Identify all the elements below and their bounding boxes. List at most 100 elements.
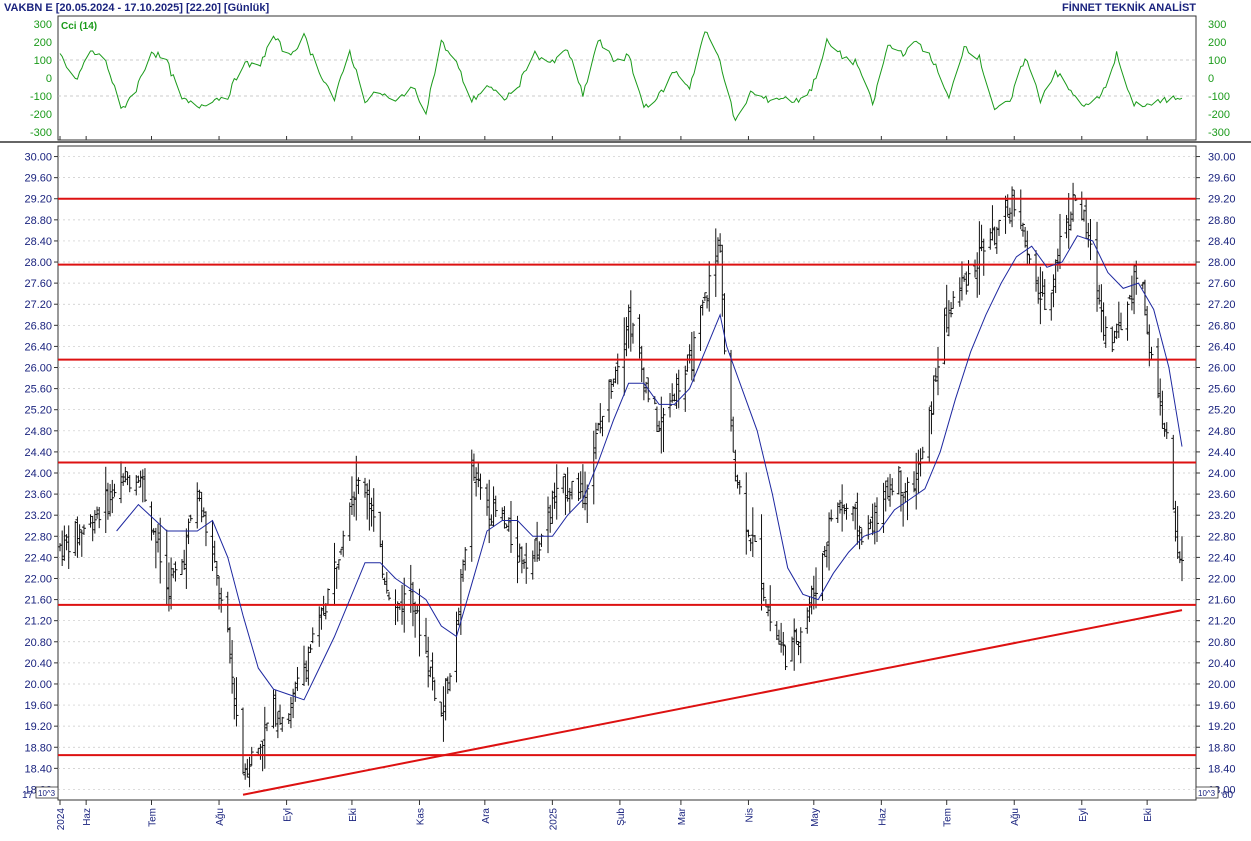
price-tick-label-right: 28.80 <box>1208 215 1236 227</box>
cci-tick-label-left: -300 <box>30 127 52 139</box>
time-label: Kas <box>415 808 426 825</box>
multiplier-left: 10^3 <box>38 789 56 798</box>
cci-panel-frame <box>57 15 1197 141</box>
time-label: Ara <box>481 808 492 824</box>
price-tick-label-left: 27.20 <box>24 299 52 311</box>
price-tick-label-right: 28.00 <box>1208 257 1236 269</box>
price-tick-label-left: 28.00 <box>24 257 52 269</box>
price-tick-label-right: 29.20 <box>1208 194 1236 206</box>
cci-tick-label-right: 100 <box>1208 55 1226 67</box>
trendline <box>242 609 1183 796</box>
cci-grid <box>58 59 1196 97</box>
price-tick-label-left: 26.80 <box>24 320 52 332</box>
price-tick-label-right: 22.40 <box>1208 552 1236 564</box>
price-tick-label-left: 21.60 <box>24 595 52 607</box>
cci-tick-label-left: 100 <box>34 55 52 67</box>
price-tick-label-left: 26.40 <box>24 341 52 353</box>
time-label: Eyl <box>283 808 294 822</box>
price-tick-label-left: 22.00 <box>24 573 52 585</box>
price-tick-label-right: 22.80 <box>1208 531 1236 543</box>
price-tick-label-left: 24.80 <box>24 426 52 438</box>
time-label: May <box>810 808 821 827</box>
time-label: Eki <box>1143 808 1154 822</box>
cci-axis-labels: 300 300 200 200 100 100 0 0 -100 -100 -200 -200 -300… <box>30 19 1230 139</box>
time-label: Haz <box>82 808 93 826</box>
price-tick-label-right: 20.00 <box>1208 679 1236 691</box>
cci-tick-label-right: -200 <box>1208 109 1230 121</box>
time-label: 2025 <box>548 808 559 831</box>
price-tick-label-left: 25.20 <box>24 405 52 417</box>
price-tick-label-right: 30.00 <box>1208 152 1236 164</box>
time-label: Ağu <box>215 808 226 826</box>
cci-tick-label-right: -300 <box>1208 127 1230 139</box>
price-tick-label-right: 25.60 <box>1208 384 1236 396</box>
price-tick-label-right: 21.60 <box>1208 595 1236 607</box>
cci-tick-label-left: -100 <box>30 91 52 103</box>
price-tick-label-right: 29.60 <box>1208 173 1236 185</box>
price-tick-label-right: 27.60 <box>1208 278 1236 290</box>
price-tick-label-left: 18.80 <box>24 742 52 754</box>
cci-tick-label-left: 0 <box>46 73 52 85</box>
price-tick-label-right: 28.40 <box>1208 236 1236 248</box>
price-tick-label-left: 19.60 <box>24 700 52 712</box>
cci-tick-label-right: 0 <box>1208 73 1214 85</box>
price-tick-label-right: 20.40 <box>1208 658 1236 670</box>
price-grid <box>58 156 1196 790</box>
chart-title: VAKBN E [20.05.2024 - 17.10.2025] [22.20… <box>4 2 270 14</box>
price-tick-label-right: 23.20 <box>1208 510 1236 522</box>
multiplier-box-right <box>1195 786 1219 799</box>
time-label: 2024 <box>56 808 67 831</box>
time-label: Eyl <box>1078 808 1089 822</box>
price-tick-label-right: 22.00 <box>1208 573 1236 585</box>
moving-average-line <box>116 235 1183 701</box>
cci-tick-label-left: -200 <box>30 109 52 121</box>
price-tick-label-right: 24.80 <box>1208 426 1236 438</box>
price-tick-label-right: 21.20 <box>1208 616 1236 628</box>
ohlc-bars <box>58 182 1184 788</box>
time-label: Mar <box>677 807 688 825</box>
price-tick-label-left: 26.00 <box>24 363 52 375</box>
price-tick-label-left: 19.20 <box>24 721 52 733</box>
multiplier-right: 10^3 <box>1198 789 1216 798</box>
price-tick-label-right: 23.60 <box>1208 489 1236 501</box>
time-label: Tem <box>148 808 159 827</box>
time-label: Tem <box>943 808 954 827</box>
price-tick-label-left: 28.40 <box>24 236 52 248</box>
time-label: Şub <box>616 808 627 826</box>
cci-tick-label-left: 200 <box>34 37 52 49</box>
price-tick-label-right: 26.80 <box>1208 320 1236 332</box>
price-tick-label-left: 29.60 <box>24 173 52 185</box>
time-label: Ağu <box>1010 808 1021 826</box>
resistance-support-lines <box>58 197 1196 757</box>
price-tick-label-left: 20.40 <box>24 658 52 670</box>
cci-line <box>59 31 1183 122</box>
price-tick-label-left: 21.20 <box>24 616 52 628</box>
multiplier-box-left <box>35 786 59 799</box>
price-tick-label-left: 29.20 <box>24 194 52 206</box>
price-tick-label-left: 20.80 <box>24 637 52 649</box>
price-tick-label-right: 24.00 <box>1208 468 1236 480</box>
price-tick-label-left: 18.40 <box>24 763 52 775</box>
price-tick-label-right: 26.40 <box>1208 341 1236 353</box>
price-tick-label-left: 25.60 <box>24 384 52 396</box>
time-label: Haz <box>877 808 888 826</box>
cut-label-left: 17 <box>22 790 34 801</box>
price-tick-label-right: 20.80 <box>1208 637 1236 649</box>
price-tick-label-right: 19.20 <box>1208 721 1236 733</box>
price-tick-label-right: 18.40 <box>1208 763 1236 775</box>
cci-tick-label-right: -100 <box>1208 91 1230 103</box>
time-label: Nis <box>744 808 755 822</box>
brand-label: FİNNET TEKNİK ANALİST <box>1061 2 1196 14</box>
price-tick-label-right: 24.40 <box>1208 447 1236 459</box>
price-tick-label-right: 19.60 <box>1208 700 1236 712</box>
price-tick-label-right: 26.00 <box>1208 363 1236 375</box>
price-tick-label-left: 27.60 <box>24 278 52 290</box>
price-tick-label-left: 24.00 <box>24 468 52 480</box>
cut-label-right: 60 <box>1222 790 1234 801</box>
price-tick-label-left: 22.80 <box>24 531 52 543</box>
price-tick-label-left: 23.60 <box>24 489 52 501</box>
price-tick-label-left: 20.00 <box>24 679 52 691</box>
cci-tick-label-right: 200 <box>1208 37 1226 49</box>
price-tick-label-right: 27.20 <box>1208 299 1236 311</box>
